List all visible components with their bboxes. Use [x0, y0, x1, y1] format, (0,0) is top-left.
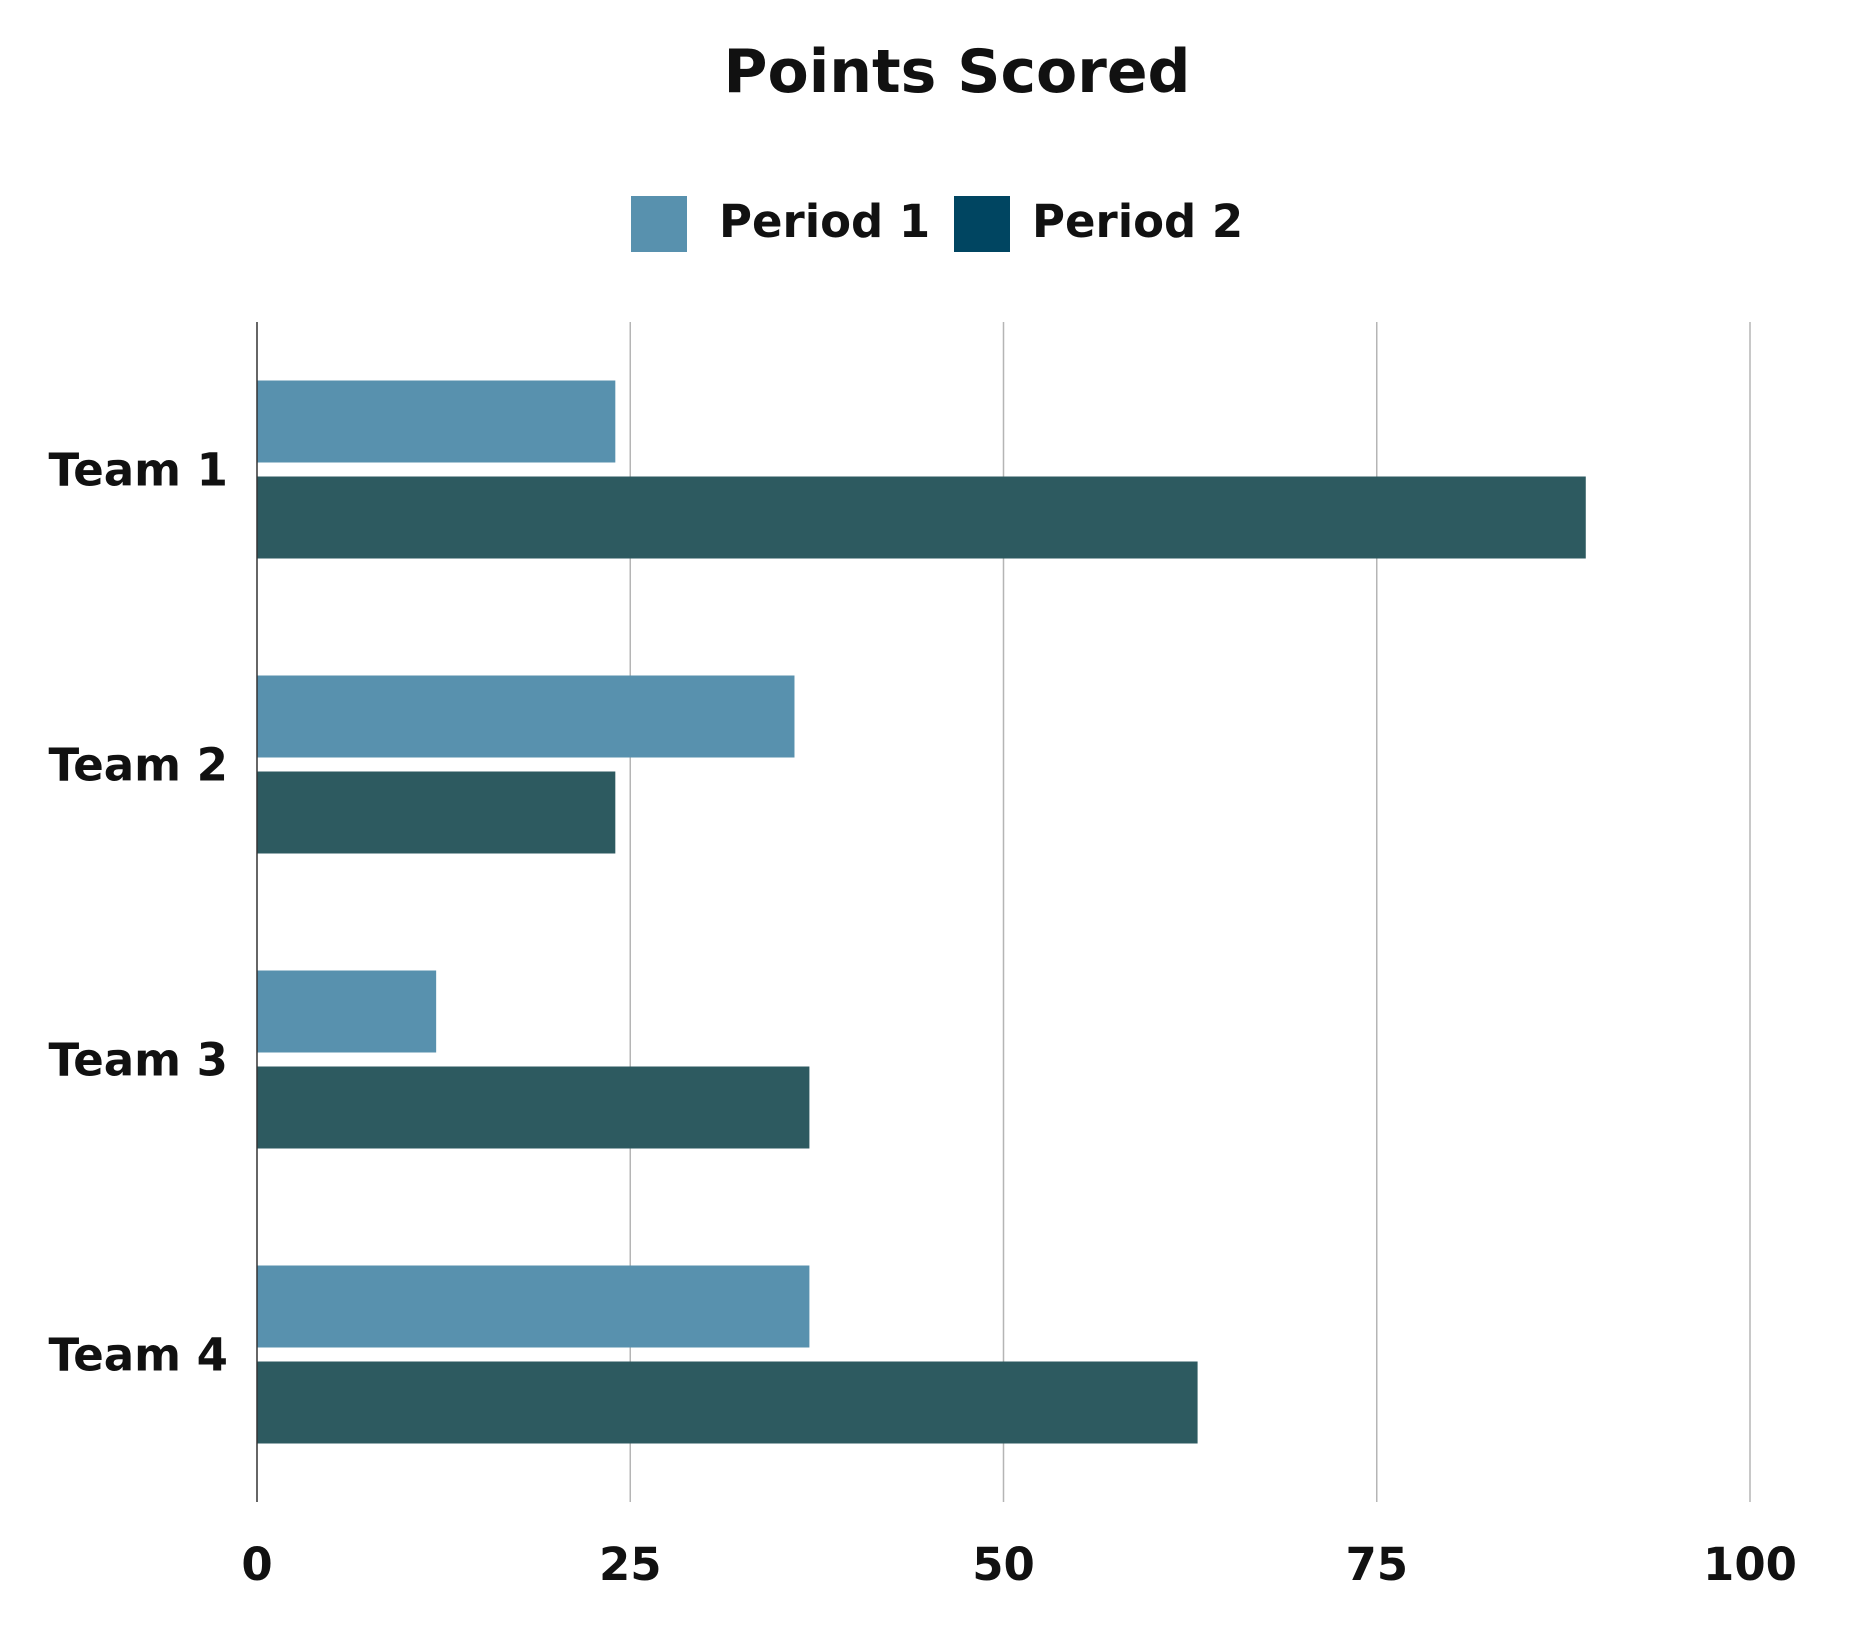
legend-label-period-1: Period 1: [719, 195, 930, 248]
bar-team-4-period-2: [257, 1361, 1198, 1444]
bar-team-2-period-1: [257, 675, 795, 758]
x-tick-label: 0: [241, 1538, 272, 1591]
bar-team-3-period-2: [257, 1066, 810, 1149]
legend: Period 1 Period 2: [631, 195, 1243, 252]
x-tick-label: 75: [1345, 1538, 1408, 1591]
x-tick-label: 50: [972, 1538, 1035, 1591]
bar-team-2-period-2: [257, 771, 616, 854]
bar-team-3-period-1: [257, 970, 437, 1053]
category-label: Team 3: [49, 1034, 228, 1087]
x-tick-label: 25: [599, 1538, 662, 1591]
legend-swatch-period-1: [631, 196, 687, 252]
x-tick-label: 100: [1703, 1538, 1797, 1591]
category-label: Team 1: [49, 444, 228, 497]
bar-team-4-period-1: [257, 1265, 810, 1348]
legend-label-period-2: Period 2: [1032, 195, 1243, 248]
bars: [257, 380, 1586, 1444]
x-tick-labels: 0 25 50 75 100: [241, 1538, 1797, 1591]
category-labels: Team 1 Team 2 Team 3 Team 4: [49, 444, 228, 1382]
category-label: Team 4: [49, 1329, 228, 1382]
bar-team-1-period-1: [257, 380, 616, 463]
legend-swatch-period-2: [954, 196, 1010, 252]
chart-title: Points Scored: [724, 37, 1191, 107]
category-label: Team 2: [49, 739, 228, 792]
bar-team-1-period-2: [257, 476, 1586, 559]
